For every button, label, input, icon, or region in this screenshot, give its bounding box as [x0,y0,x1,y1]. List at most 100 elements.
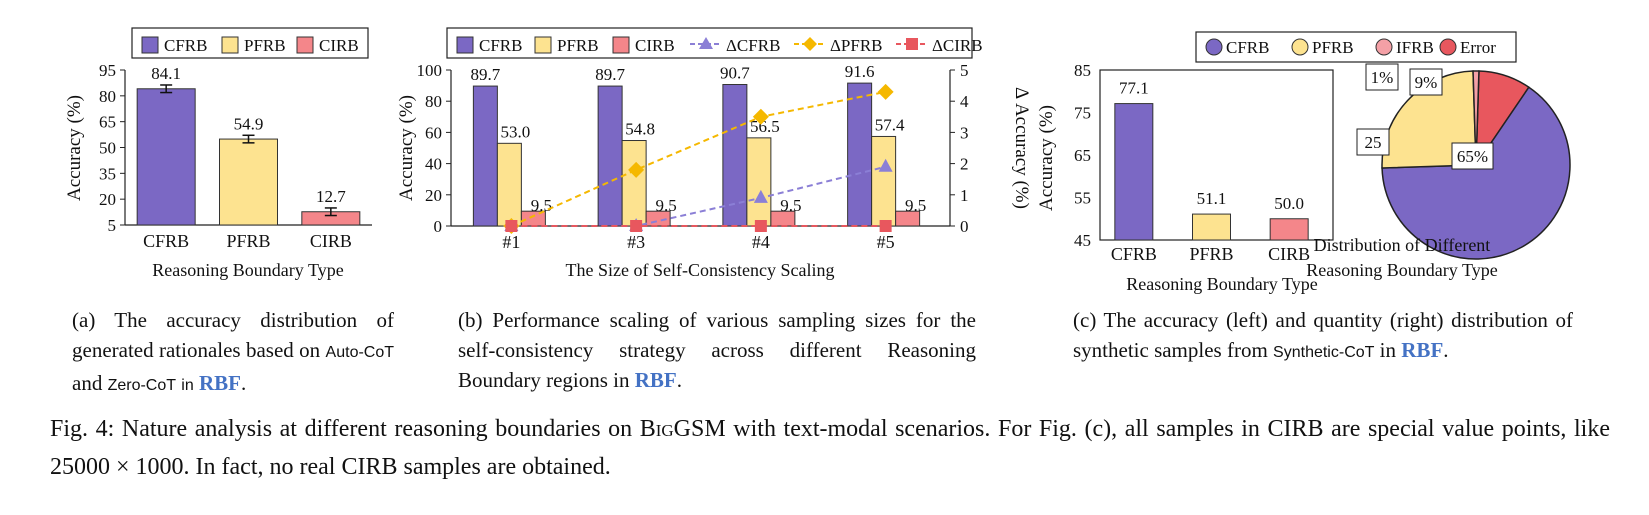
delta-line-ΔCFRB [511,165,886,227]
legend-item-cfrb-swatch [141,36,159,54]
panel-a-chart: CFRB PFRB CIRB 95 80 65 50 35 20 5 84.1 CFRB 54.9 PFR… [64,27,372,280]
y-tick-label: 0 [434,217,443,236]
x-tick-label: CIRB [1268,244,1310,264]
legend-item-cfrb-label: CFRB [479,36,522,55]
square-marker [505,220,518,232]
data-label: 9.5 [780,196,801,215]
data-label: 54.9 [234,114,264,133]
data-label: 57.4 [875,115,905,134]
bar-cfrb [472,85,498,227]
pie-slice-cfrb [1381,86,1571,260]
caption-c: (c) The accuracy (left) and quantity (ri… [1073,308,1573,362]
y-tick-label: 75 [1074,104,1091,123]
data-label: 56.5 [750,117,780,136]
legend-item-pfrb-label: PFRB [557,36,599,55]
legend-item-cirb-label: CIRB [635,36,675,55]
pie-value-box [1365,63,1399,91]
pie-legend-swatch-error [1439,38,1457,56]
x-tick-label: #4 [752,232,770,252]
y2-tick-label: 4 [960,92,969,111]
data-label: 89.7 [471,65,501,84]
bar-cfrb [136,88,196,226]
pie-legend-label: PFRB [1312,38,1354,57]
y2-axis-label: Δ Accuracy (%) [1011,87,1032,209]
pie-legend-label: CFRB [1226,38,1269,57]
legend-item-label: ΔCIRB [932,36,983,55]
bar-cirb [895,210,921,227]
y-tick-label: 100 [417,61,443,80]
legend-item-cfrb-label: CFRB [164,36,207,55]
data-label: 53.0 [501,122,531,141]
x-axis-label: Reasoning Boundary Type [1126,274,1317,294]
y-tick-label: 85 [1074,61,1091,80]
x-axis-label: Reasoning Boundary Type [152,260,343,280]
y-tick-label: 5 [108,216,117,235]
y-axis-label: Accuracy (%) [64,95,85,201]
legend-box [131,27,369,59]
pie-value-label: 9% [1415,73,1438,92]
y2-tick-label: 3 [960,123,969,142]
legend-item-pfrb-label: PFRB [244,36,286,55]
y-tick-label: 35 [99,164,116,183]
rbf-link[interactable]: RBF [1401,338,1444,362]
bar-pfrb [746,137,772,227]
rbf-link[interactable]: RBF [634,368,677,392]
data-label: 91.6 [845,62,875,81]
pie-slice-ifrb [1472,70,1480,166]
pie-legend-box [1195,31,1517,63]
legend-item-cfrb-swatch [456,36,474,54]
figure-caption: Fig. 4: Nature analysis at different rea… [50,416,1611,480]
y2-tick-label: 5 [960,61,969,80]
pie-value-box [1356,128,1390,156]
x-tick-label: CFRB [1111,244,1157,264]
pie-legend-swatch-cfrb [1205,38,1223,56]
square-marker [906,38,918,50]
y-tick-label: 80 [425,92,442,111]
legend-item-label: ΔPFRB [830,36,883,55]
legend-item-cirb-swatch [612,36,630,54]
legend-item-cirb-label: CIRB [319,36,359,55]
data-label: 90.7 [720,64,750,83]
diamond-marker [752,108,769,125]
panel-c-pie-chart: CFRB PFRB IFRB Error 65% 25 1% 9% Distribution o… [1195,31,1571,280]
y-tick-label: 45 [1074,231,1091,250]
y-tick-label: 20 [425,186,442,205]
bar-pfrb [621,140,647,227]
y2-tick-label: 1 [960,186,969,205]
legend-item-label: ΔCFRB [726,36,780,55]
legend-item-cirb-swatch [296,36,314,54]
x-axis-label: The Size of Self-Consistency Scaling [566,260,835,280]
data-label: 54.8 [625,120,655,139]
triangle-marker [753,189,768,203]
y2-tick-label: 0 [960,217,969,236]
x-tick-label: PFRB [1189,244,1233,264]
caption-b: (b) Performance scaling of various sampl… [458,308,976,392]
legend-item-pfrb-swatch [221,36,239,54]
delta-line-ΔPFRB [510,90,886,227]
y2-tick-label: 2 [960,155,969,174]
y-axis-label: Accuracy (%) [1036,105,1057,211]
diamond-marker [628,161,645,178]
pie-value-label: 25 [1365,133,1382,152]
legend-item-pfrb-swatch [534,36,552,54]
pie-legend-label: Error [1460,38,1496,57]
data-label: 77.1 [1119,79,1149,98]
x-tick-label: #1 [502,232,520,252]
triangle-marker [878,158,893,172]
triangle-marker [699,37,713,49]
data-label: 84.1 [151,64,181,83]
square-marker [879,220,892,232]
bar-pfrb [1192,213,1231,241]
y-tick-label: 65 [99,113,116,132]
caption-a: (a) The accuracy distribution of generat… [72,308,395,395]
y-tick-label: 50 [99,139,116,158]
bar-pfrb [219,138,278,226]
bar-cfrb [847,82,873,227]
pie-title-line-1: Distribution of Different [1314,235,1491,255]
diamond-marker [877,83,894,100]
pie-value-box [1409,68,1443,96]
y-tick-label: 80 [99,87,116,106]
pie-legend-swatch-pfrb [1291,38,1309,56]
rbf-link[interactable]: RBF [198,371,241,395]
data-label: 51.1 [1197,189,1227,208]
